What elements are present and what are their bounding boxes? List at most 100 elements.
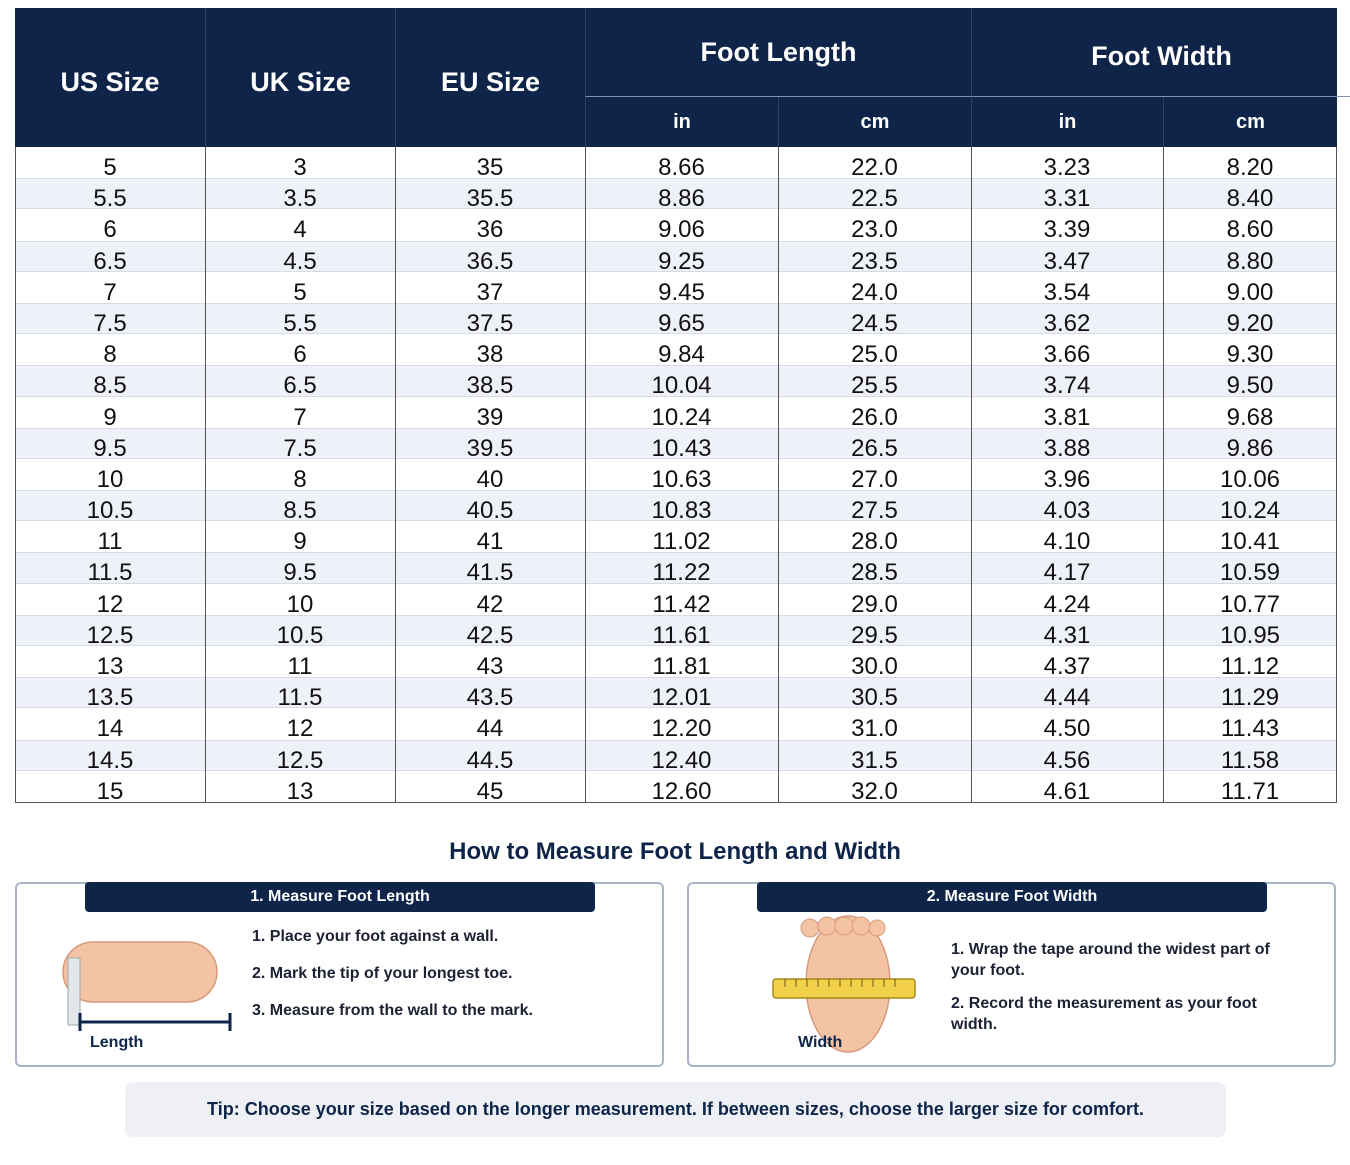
table-cell: 25.0 [851,341,898,369]
step: 3. Measure from the wall to the mark. [252,1002,533,1019]
table-cell: 10.43 [651,434,712,462]
table-cell: 9.45 [658,278,705,306]
table-cell: 31.0 [851,715,898,743]
width-label: Width [798,1034,843,1051]
table-cell: 22.0 [851,154,898,181]
table-cell: 14 [96,715,124,743]
table-cell: 11.43 [1220,715,1280,743]
table-cell: 24.5 [851,309,898,337]
step: 2. Record the measurement as your foot w… [951,995,1257,1033]
header-eu: EU Size [395,8,585,147]
table-cell: 10.04 [651,372,712,400]
table-cell: 9 [103,403,117,431]
table-cell: 39 [476,403,504,431]
table-cell: 45 [476,777,504,805]
table-cell: 32.0 [851,777,898,805]
table-cell: 26.5 [851,434,898,462]
table-cell: 5 [103,154,117,181]
table-cell: 26.0 [851,403,898,431]
table-cell: 29.5 [851,621,898,649]
table-cell: 5.5 [283,309,317,337]
table-cell: 11.58 [1220,746,1280,774]
column-divider [971,147,972,803]
column-divider [395,147,396,803]
row-stripe [16,240,1336,272]
table-cell: 13 [96,653,124,681]
table-cell: 9.68 [1226,403,1274,431]
table-cell: 30.0 [851,653,898,681]
table-cell: 11.5 [277,684,323,712]
table-cell: 11.61 [652,621,711,649]
table-cell: 11.71 [1220,777,1280,805]
table-cell: 4.03 [1043,497,1091,525]
table-cell: 24.0 [851,278,898,306]
table-cell: 3.23 [1043,154,1091,181]
table-cell: 23.5 [851,247,898,275]
table-cell: 6.5 [283,372,317,400]
table-cell: 3.5 [283,185,317,213]
table-cell: 5.5 [93,185,127,213]
table-cell: 43.5 [466,684,514,712]
table-cell: 41.5 [466,559,514,587]
table-cell: 7.5 [283,434,317,462]
table-cell: 11.29 [1220,684,1280,712]
row-stripe [16,677,1336,709]
step: 2. Mark the tip of your longest toe. [252,965,513,982]
table-cell: 9.65 [658,309,705,337]
table-cell: 3.47 [1043,247,1091,275]
table-cell: 3.62 [1043,309,1091,337]
subheader: cm [778,97,971,147]
table-cell: 12.5 [276,746,324,774]
table-cell: 6 [103,216,117,244]
header-width: Foot Width [971,8,1350,97]
table-cell: 3.39 [1043,216,1091,244]
table-cell: 12.5 [86,621,134,649]
table-cell: 40.5 [466,497,514,525]
table-cell: 40 [476,465,504,493]
table-cell: 4.10 [1043,528,1091,556]
table-cell: 30.5 [851,684,898,712]
row-stripe [16,739,1336,771]
table-cell: 29.0 [851,590,898,618]
table-cell: 4.17 [1043,559,1091,587]
step: 1. Place your foot against a wall. [252,928,499,945]
table-cell: 4.24 [1043,590,1091,618]
table-cell: 38 [476,341,504,369]
table-cell: 10.83 [651,497,712,525]
table-cell: 8.80 [1226,247,1274,275]
table-cell: 23.0 [851,216,898,244]
table-cell: 9.50 [1226,372,1274,400]
table-cell: 11.81 [652,653,711,681]
column-divider [205,147,206,803]
table-cell: 11.12 [1220,653,1280,681]
table-cell: 11.42 [652,590,711,618]
table-cell: 25.5 [851,372,898,400]
table-cell: 42 [476,590,504,618]
table-cell: 41 [476,528,504,556]
table-cell: 13.5 [86,684,134,712]
table-cell: 9.00 [1226,278,1274,306]
subheader: cm [1163,97,1337,147]
table-cell: 4.37 [1043,653,1091,681]
row-stripe [16,490,1336,522]
table-cell: 10.63 [651,465,712,493]
table-cell: 6 [293,341,307,369]
column-divider [1163,147,1164,803]
table-cell: 10 [286,590,314,618]
table-cell: 11.5 [87,559,133,587]
table-cell: 36.5 [466,247,514,275]
table-cell: 10.77 [1219,590,1281,618]
table-cell: 4.5 [283,247,317,275]
foot-width-illustration [772,915,916,1053]
row-stripe [16,614,1336,647]
table-cell: 12.20 [651,715,712,743]
table-cell: 9.84 [658,341,705,369]
table-cell: 13 [286,777,314,805]
header-length: Foot Length [585,8,971,97]
table-cell: 8 [293,465,307,493]
table-header [15,8,1337,147]
table-cell: 4 [293,216,307,244]
table-cell: 10 [96,465,124,493]
table-cell: 37 [476,278,504,306]
